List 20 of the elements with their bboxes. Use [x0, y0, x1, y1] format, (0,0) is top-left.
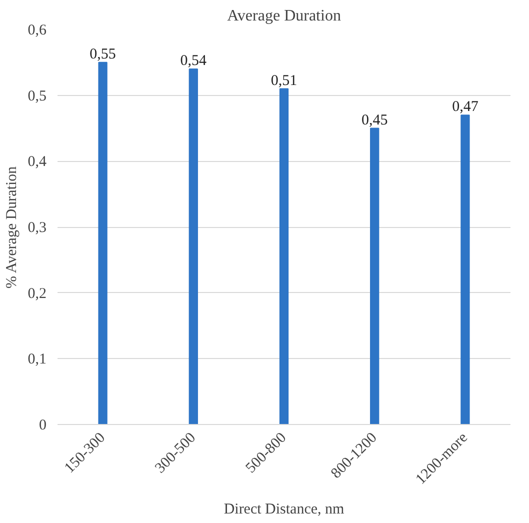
bar: [370, 128, 380, 424]
y-tick-label: 0,1: [28, 352, 46, 368]
y-tick-label: 0,2: [28, 286, 46, 302]
bar: [279, 88, 289, 424]
bar: [98, 62, 108, 424]
y-tick-label: 0: [39, 418, 46, 434]
y-axis-title: % Average Duration: [4, 166, 20, 288]
y-tick-label: 0,3: [28, 220, 46, 236]
chart-title: Average Duration: [227, 8, 341, 24]
data-label: 0,47: [452, 99, 479, 116]
data-label: 0,55: [90, 46, 116, 62]
y-tick-label: 0,4: [28, 154, 47, 170]
y-tick-label: 0,5: [28, 88, 46, 104]
data-label: 0,54: [180, 53, 208, 69]
y-tick-label: 0,6: [28, 22, 47, 38]
bar: [460, 114, 470, 424]
x-axis-title: Direct Distance, nm: [224, 501, 345, 518]
bar: [188, 68, 198, 424]
data-label: 0,45: [361, 112, 388, 128]
data-label: 0,51: [270, 72, 298, 89]
